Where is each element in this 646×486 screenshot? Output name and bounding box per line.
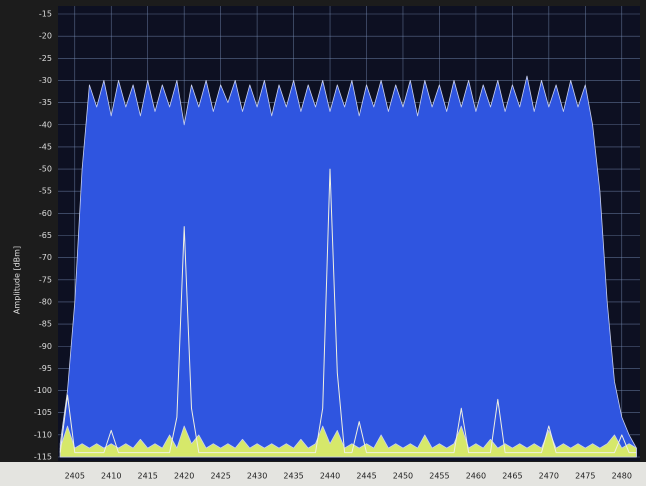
y-tick-label: -115 <box>34 453 52 462</box>
x-tick-label: 2480 <box>612 472 632 481</box>
y-tick-label: -35 <box>39 98 52 107</box>
y-tick-label: -85 <box>39 320 52 329</box>
x-tick-label: 2455 <box>429 472 449 481</box>
spectrum-area <box>60 76 636 457</box>
y-tick-label: -95 <box>39 364 52 373</box>
y-tick-label: -55 <box>39 187 52 196</box>
y-tick-label: -25 <box>39 54 52 63</box>
spectrum-chart: Amplitude [dBm] -15 -20 -25 -30 -35 -40 -45 -50… <box>0 0 646 486</box>
y-tick-label: -90 <box>39 342 52 351</box>
y-tick-label: -100 <box>34 386 52 395</box>
x-tick-label: 2430 <box>247 472 267 481</box>
y-tick-label: -60 <box>39 209 52 218</box>
y-tick-label: -65 <box>39 231 52 240</box>
x-tick-label: 2460 <box>466 472 486 481</box>
y-tick-label: -40 <box>39 120 52 129</box>
x-tick-label: 2415 <box>138 472 158 481</box>
y-tick-label: -45 <box>39 142 52 151</box>
y-axis-label: Amplitude [dBm] <box>13 246 22 314</box>
y-tick-label: -15 <box>39 10 52 19</box>
x-tick-label: 2425 <box>210 472 230 481</box>
x-tick-label: 2465 <box>502 472 522 481</box>
y-tick-label: -70 <box>39 253 52 262</box>
x-tick-label: 2450 <box>393 472 413 481</box>
y-tick-label: -50 <box>39 165 52 174</box>
y-tick-label: -105 <box>34 408 52 417</box>
x-tick-label: 2445 <box>356 472 376 481</box>
x-tick-label: 2410 <box>101 472 121 481</box>
y-tick-label: -80 <box>39 297 52 306</box>
x-tick-label: 2435 <box>283 472 303 481</box>
y-tick-label: -110 <box>34 430 52 439</box>
x-tick-label: 2440 <box>320 472 340 481</box>
x-tick-label: 2475 <box>575 472 595 481</box>
y-tick-label: -75 <box>39 275 52 284</box>
y-tick-label: -20 <box>39 32 52 41</box>
x-tick-label: 2470 <box>539 472 559 481</box>
x-tick-label: 2405 <box>65 472 85 481</box>
y-tick-label: -30 <box>39 76 52 85</box>
x-tick-label: 2420 <box>174 472 194 481</box>
